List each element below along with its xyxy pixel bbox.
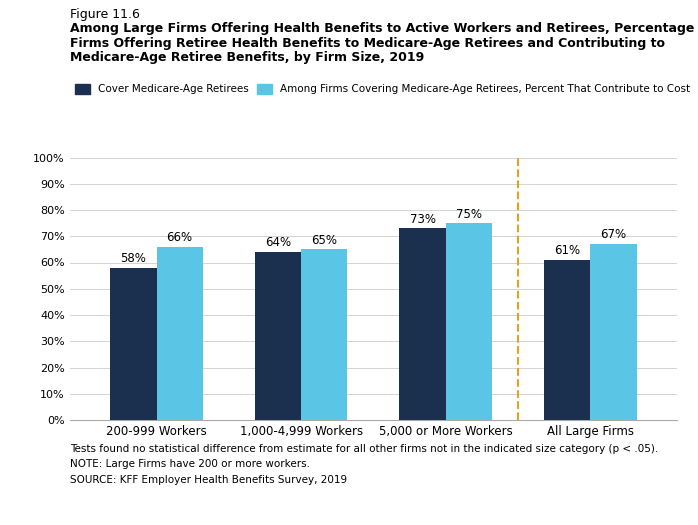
Bar [591,244,637,420]
Bar [301,249,348,420]
Text: 67%: 67% [600,228,627,242]
Text: NOTE: Large Firms have 200 or more workers.: NOTE: Large Firms have 200 or more worke… [70,459,310,469]
Bar [255,252,301,420]
Text: Medicare-Age Retiree Benefits, by Firm Size, 2019: Medicare-Age Retiree Benefits, by Firm S… [70,51,424,65]
Text: 73%: 73% [410,213,436,226]
Text: Figure 11.6: Figure 11.6 [70,8,140,21]
Text: 66%: 66% [167,231,193,244]
Bar [156,247,203,420]
Bar [544,260,591,420]
Text: 61%: 61% [554,244,580,257]
Text: Tests found no statistical difference from estimate for all other firms not in t: Tests found no statistical difference fr… [70,444,658,454]
Text: 64%: 64% [265,236,291,249]
Bar [399,228,446,420]
Legend: Cover Medicare-Age Retirees, Among Firms Covering Medicare-Age Retirees, Percent: Cover Medicare-Age Retirees, Among Firms… [75,84,690,94]
Bar [446,223,492,420]
Text: 75%: 75% [456,207,482,220]
Text: 58%: 58% [121,252,147,265]
Text: 65%: 65% [311,234,337,247]
Text: Firms Offering Retiree Health Benefits to Medicare-Age Retirees and Contributing: Firms Offering Retiree Health Benefits t… [70,37,664,50]
Text: Among Large Firms Offering Health Benefits to Active Workers and Retirees, Perce: Among Large Firms Offering Health Benefi… [70,22,698,35]
Bar [110,268,156,420]
Text: SOURCE: KFF Employer Health Benefits Survey, 2019: SOURCE: KFF Employer Health Benefits Sur… [70,475,347,485]
